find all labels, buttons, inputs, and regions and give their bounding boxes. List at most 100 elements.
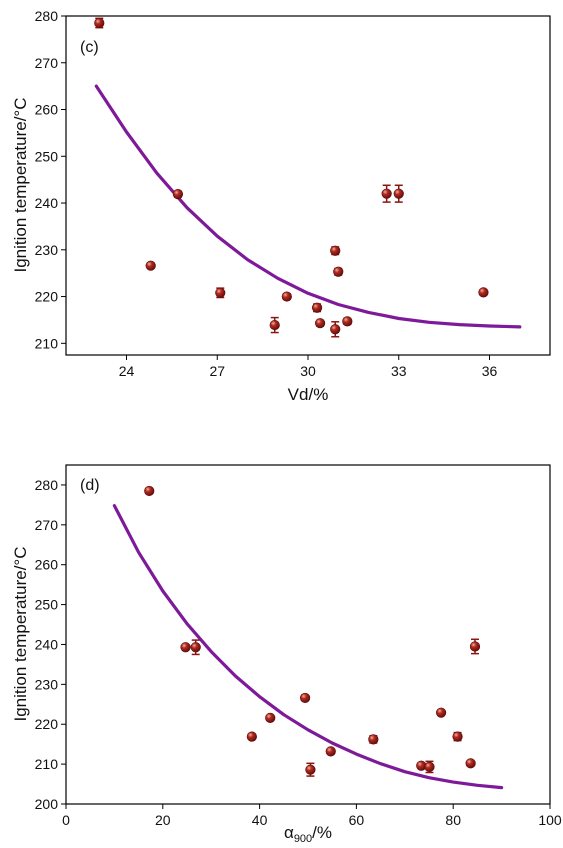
fit-series [94, 84, 522, 329]
data-point [305, 762, 316, 777]
fit-curve [112, 504, 504, 790]
marker [333, 266, 344, 277]
y-tick-label: 210 [35, 335, 59, 351]
y-axis: 210 220 230 240 250 260 270 280 [35, 8, 66, 351]
fit-series [112, 504, 504, 790]
marker [144, 485, 155, 497]
y-tick-label: 260 [35, 557, 59, 573]
x-axis: 24 27 30 33 36 [119, 355, 498, 379]
marker [478, 287, 489, 298]
data-point [381, 184, 392, 203]
marker [452, 731, 463, 742]
data-point [465, 758, 476, 769]
marker [315, 318, 326, 329]
plot-frame [65, 464, 551, 805]
marker [145, 260, 156, 271]
data-point [246, 731, 257, 742]
data-point [94, 17, 105, 29]
y-tick-label: 260 [35, 102, 59, 118]
marker [305, 764, 316, 775]
marker [342, 316, 353, 327]
x-axis-title-main: α [284, 823, 294, 842]
marker [94, 17, 105, 29]
y-tick-label: 200 [35, 796, 59, 812]
data-point [478, 287, 489, 298]
data-point [145, 260, 156, 271]
marker [180, 642, 191, 653]
data-point [393, 184, 404, 203]
marker [269, 319, 280, 331]
data-point [180, 642, 191, 653]
marker [172, 189, 184, 200]
data-point [342, 316, 353, 327]
y-tick-label: 270 [35, 517, 59, 533]
data-point [269, 316, 280, 334]
marker [469, 641, 481, 652]
x-tick-label: 0 [62, 812, 70, 828]
data-point [469, 638, 481, 655]
data-series [94, 17, 489, 338]
x-axis-title-tail: /% [312, 823, 332, 842]
x-axis-title-sub: 900 [294, 833, 312, 845]
marker [299, 692, 311, 704]
y-tick-label: 220 [35, 289, 59, 305]
x-tick-label: 60 [349, 812, 365, 828]
y-tick-label: 240 [35, 195, 59, 211]
y-tick-label: 280 [35, 8, 59, 24]
x-axis-title: Vd/% [288, 385, 329, 404]
marker [424, 761, 435, 773]
data-point [144, 485, 155, 497]
x-tick-label: 20 [155, 812, 171, 828]
panel-label: (d) [80, 477, 100, 494]
data-point [333, 266, 344, 277]
marker [265, 712, 276, 723]
marker [393, 188, 404, 199]
marker [330, 245, 341, 256]
data-point [281, 291, 292, 302]
data-point [265, 712, 276, 723]
marker [436, 707, 447, 718]
y-tick-label: 210 [35, 756, 59, 772]
y-tick-label: 220 [35, 716, 59, 732]
y-tick-label: 230 [35, 676, 59, 692]
marker [215, 287, 226, 298]
data-point [325, 746, 336, 757]
y-axis-title: Ignition temperature/°C [11, 98, 30, 273]
data-point [368, 734, 379, 745]
panel-label: (c) [80, 39, 99, 56]
marker [311, 302, 323, 313]
data-series [144, 485, 481, 777]
x-tick-label: 80 [445, 812, 461, 828]
x-tick-label: 100 [538, 812, 562, 828]
data-point [299, 692, 311, 704]
data-point [311, 302, 323, 313]
y-axis: 200 210 220 230 240 250 260 270 280 [35, 477, 66, 812]
data-point [315, 318, 326, 329]
data-point [330, 321, 341, 338]
chart-panel-d: 200 210 220 230 240 250 260 270 280 0 20 40 60 80 100… [11, 464, 562, 845]
data-point [190, 639, 201, 656]
marker [325, 746, 336, 757]
y-tick-label: 250 [35, 148, 59, 164]
x-tick-label: 24 [119, 363, 135, 379]
marker [465, 758, 476, 769]
y-axis-title: Ignition temperature/°C [11, 547, 30, 722]
data-point [436, 707, 447, 718]
y-tick-label: 280 [35, 477, 59, 493]
x-tick-label: 27 [209, 363, 225, 379]
marker [190, 642, 201, 653]
plot-frame [65, 15, 551, 356]
data-point [330, 245, 341, 256]
marker [246, 731, 257, 742]
marker [281, 291, 292, 302]
y-tick-label: 270 [35, 55, 59, 71]
data-point [215, 287, 226, 299]
x-tick-label: 36 [482, 363, 498, 379]
x-axis-title: α900/% [284, 823, 332, 845]
x-axis: 0 20 40 60 80 100 [62, 804, 562, 828]
y-tick-label: 240 [35, 636, 59, 652]
x-tick-label: 33 [391, 363, 407, 379]
y-tick-label: 250 [35, 597, 59, 613]
